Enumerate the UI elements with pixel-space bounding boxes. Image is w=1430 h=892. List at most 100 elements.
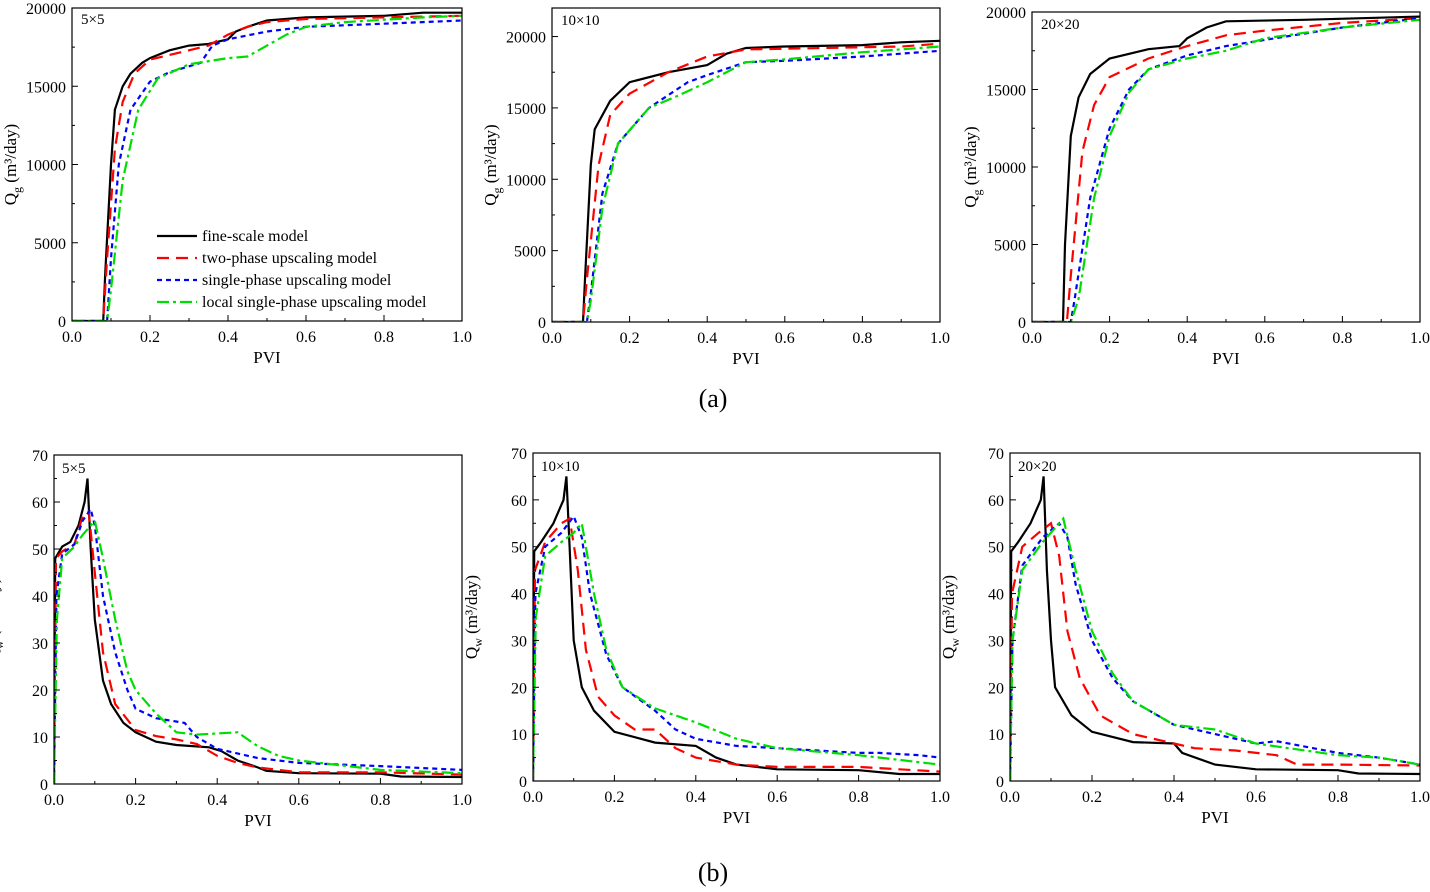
- x-tick-label: 0.6: [289, 792, 309, 809]
- x-tick-label: 0.8: [1328, 789, 1348, 806]
- y-tick-label: 0: [519, 774, 527, 791]
- y-tick-label: 15000: [26, 79, 66, 96]
- y-tick-label: 15000: [986, 83, 1026, 100]
- x-tick-label: 0.8: [374, 329, 394, 346]
- y-label-main: Q: [0, 649, 2, 661]
- x-tick-label: 0.8: [852, 330, 872, 347]
- y-axis-label: Qw (m³/day): [462, 575, 485, 659]
- series-line-fine-scale-model: [552, 39, 940, 322]
- grid-size-annotation: 5×5: [62, 461, 85, 477]
- series-line-local-single-phase-upscaling-model: [552, 45, 940, 322]
- y-axis-label: Qg (m³/day): [481, 124, 504, 205]
- y-label-unit: (m³/day): [939, 575, 958, 638]
- y-tick-label: 70: [988, 446, 1004, 463]
- y-label-unit: (m³/day): [961, 126, 980, 189]
- y-label-sub: g: [10, 187, 24, 193]
- y-tick-label: 50: [988, 540, 1004, 557]
- y-label-main: Q: [939, 647, 958, 659]
- x-tick-label: 0.4: [218, 329, 238, 346]
- y-tick-label: 10: [32, 730, 48, 747]
- y-tick-label: 30: [988, 633, 1004, 650]
- plot-frame: [1031, 11, 1421, 323]
- y-axis-label: Qw (m³/day): [939, 575, 962, 659]
- series-line-two-phase-upscaling-model: [533, 516, 940, 781]
- y-tick-label: 20000: [506, 30, 546, 47]
- x-tick-label: 0.2: [1082, 789, 1102, 806]
- x-tick-label: 0.6: [767, 789, 787, 806]
- series-line-single-phase-upscaling-model: [552, 49, 940, 322]
- grid-size-annotation: 10×10: [561, 13, 599, 29]
- plot-frame: [1009, 452, 1421, 782]
- y-tick-label: 0: [996, 774, 1004, 791]
- x-tick-label: 0.8: [849, 789, 869, 806]
- series-line-local-single-phase-upscaling-model: [72, 14, 462, 321]
- x-tick-label: 1.0: [1410, 789, 1430, 806]
- series-line-local-single-phase-upscaling-model: [1032, 18, 1420, 322]
- x-tick-label: 1.0: [930, 789, 950, 806]
- series-line-fine-scale-model: [1032, 15, 1420, 322]
- legend: fine-scale model two-phase upscaling mode…: [157, 228, 427, 311]
- x-tick-label: 0.0: [1022, 330, 1042, 347]
- series-line-local-single-phase-upscaling-model: [533, 520, 940, 781]
- y-label-unit: (m³/day): [481, 124, 500, 187]
- x-tick-label: 0.0: [542, 330, 562, 347]
- x-tick-label: 0.2: [1100, 330, 1120, 347]
- series-line-two-phase-upscaling-model: [552, 42, 940, 322]
- x-tick-label: 0.6: [296, 329, 316, 346]
- y-label-sub: g: [490, 187, 504, 193]
- grid-size-annotation: 10×10: [541, 459, 579, 475]
- y-tick-label: 0: [1018, 315, 1026, 332]
- y-axis-label: Qg (m³/day): [1, 124, 24, 205]
- y-tick-label: 15000: [506, 101, 546, 118]
- grid-size-annotation: 20×20: [1041, 17, 1079, 33]
- legend-entry: single-phase upscaling model: [202, 272, 392, 289]
- y-tick-label: 10000: [986, 160, 1026, 177]
- series-line-single-phase-upscaling-model: [533, 514, 940, 781]
- series-line-fine-scale-model: [533, 476, 940, 781]
- legend-entry: two-phase upscaling model: [202, 250, 378, 267]
- x-tick-label: 1.0: [930, 330, 950, 347]
- y-tick-label: 70: [32, 448, 48, 465]
- x-tick-label: 0.0: [1000, 789, 1020, 806]
- grid-size-annotation: 20×20: [1018, 459, 1056, 475]
- y-axis-label: Qg (m³/day): [961, 126, 984, 207]
- x-tick-label: 0.2: [126, 792, 146, 809]
- x-tick-label: 0.2: [140, 329, 160, 346]
- chart-panel-a-2: 0.0 0.2 0.4 0.6 0.8 1.0 0 5000 10000 15000 20000 PV…: [481, 7, 950, 368]
- chart-panel-a-1: 0.0 0.2 0.4 0.6 0.8 1.0 0 5000 10000 15000 20000 PV…: [1, 1, 472, 367]
- series-line-fine-scale-model: [1010, 476, 1420, 781]
- x-axis-label: PVI: [732, 349, 760, 368]
- y-tick-label: 20: [32, 683, 48, 700]
- x-tick-label: 1.0: [1410, 330, 1430, 347]
- y-tick-label: 60: [32, 495, 48, 512]
- y-tick-label: 10: [988, 727, 1004, 744]
- y-tick-label: 40: [511, 587, 527, 604]
- chart-panel-b-3: 0.0 0.2 0.4 0.6 0.8 1.0 0 10 20 30 40 50 60 70 PVI Qw (…: [939, 446, 1430, 827]
- y-label-main: Q: [961, 195, 980, 207]
- x-tick-label: 0.2: [604, 789, 624, 806]
- series-line-local-single-phase-upscaling-model: [1010, 516, 1420, 781]
- y-label-main: Q: [1, 193, 20, 205]
- x-axis-label: PVI: [244, 811, 272, 830]
- y-tick-label: 10000: [26, 158, 66, 175]
- series-line-two-phase-upscaling-model: [1032, 17, 1420, 322]
- x-tick-label: 0.0: [523, 789, 543, 806]
- series-line-fine-scale-model: [72, 11, 462, 321]
- y-label-unit: (m³/day): [0, 577, 2, 640]
- y-tick-label: 20000: [986, 5, 1026, 22]
- x-tick-label: 0.4: [686, 789, 706, 806]
- x-tick-label: 0.6: [1255, 330, 1275, 347]
- series-line-fine-scale-model: [54, 478, 462, 784]
- x-axis-label: PVI: [253, 348, 281, 367]
- y-tick-label: 10000: [506, 172, 546, 189]
- legend-entry: local single-phase upscaling model: [202, 294, 427, 311]
- y-label-unit: (m³/day): [462, 575, 481, 638]
- y-tick-label: 10: [511, 727, 527, 744]
- x-axis-label: PVI: [1201, 808, 1229, 827]
- series-line-two-phase-upscaling-model: [72, 14, 462, 321]
- y-label-sub: g: [970, 189, 984, 195]
- chart-panel-b-2: 0.0 0.2 0.4 0.6 0.8 1.0 0 10 20 30 40 50 60 70 PVI Qw (…: [462, 446, 950, 827]
- y-label-sub: w: [471, 638, 485, 647]
- y-tick-label: 30: [511, 633, 527, 650]
